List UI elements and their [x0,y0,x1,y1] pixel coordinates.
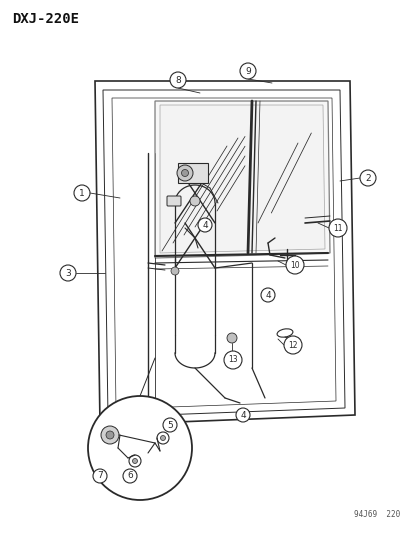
Text: 4: 4 [265,290,270,300]
Text: 3: 3 [65,269,71,278]
Text: 1: 1 [79,189,85,198]
Circle shape [93,469,107,483]
FancyBboxPatch shape [166,196,180,206]
Text: 6: 6 [127,472,133,481]
FancyBboxPatch shape [178,163,207,183]
Circle shape [88,396,192,500]
Text: 10: 10 [290,261,299,270]
Text: 8: 8 [175,76,180,85]
Circle shape [283,336,301,354]
Circle shape [106,431,114,439]
Circle shape [170,72,185,88]
Circle shape [171,267,178,275]
Circle shape [132,458,137,464]
Text: 94J69  220: 94J69 220 [353,510,399,519]
Circle shape [190,196,199,206]
Text: DXJ-220E: DXJ-220E [12,12,79,26]
Circle shape [60,265,76,281]
Text: 5: 5 [167,421,173,430]
Circle shape [101,426,119,444]
Circle shape [285,256,303,274]
Text: 7: 7 [97,472,102,481]
Circle shape [359,170,375,186]
Text: 4: 4 [240,410,245,419]
Circle shape [177,165,192,181]
Text: 2: 2 [364,174,370,182]
Circle shape [123,469,137,483]
Circle shape [197,218,211,232]
Circle shape [223,351,242,369]
Circle shape [160,435,165,440]
Circle shape [74,185,90,201]
Text: 4: 4 [202,221,207,230]
Circle shape [328,219,346,237]
Circle shape [181,169,188,176]
Circle shape [163,418,177,432]
Text: 11: 11 [332,223,342,232]
Circle shape [235,408,249,422]
Circle shape [240,63,255,79]
Circle shape [260,288,274,302]
Polygon shape [154,101,329,258]
Polygon shape [159,105,324,253]
Text: 13: 13 [228,356,237,365]
Circle shape [226,333,236,343]
Text: 12: 12 [287,341,297,350]
Text: 9: 9 [244,67,250,76]
